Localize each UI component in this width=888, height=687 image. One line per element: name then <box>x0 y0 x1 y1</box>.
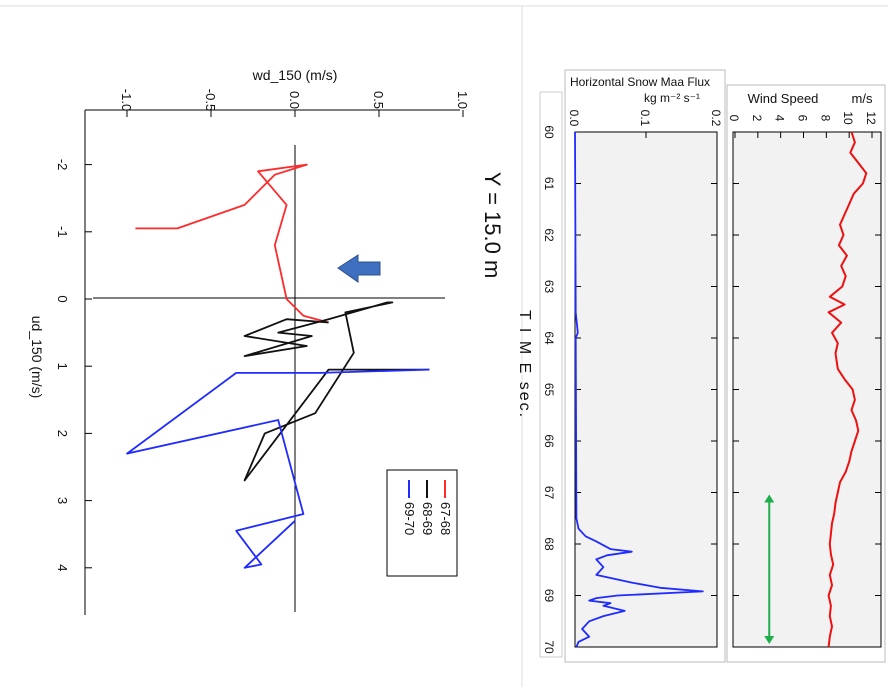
hodograph-series-67-68 <box>135 163 329 324</box>
time-tick-label: 60 <box>542 125 556 139</box>
time-tick-label: 61 <box>542 177 556 191</box>
time-tick-label: 70 <box>542 640 556 654</box>
hodograph-x-tick-label: 4 <box>55 564 70 571</box>
hodograph-x-tick-label: 2 <box>55 430 70 437</box>
green-arrowhead-bottom-icon <box>764 636 775 644</box>
snow-flux-y-tick-label: 0.0 <box>567 110 581 127</box>
hodograph-y-tick-label: -0.5 <box>203 89 218 111</box>
wind-speed-y-tick-label: 8 <box>818 115 832 122</box>
snow-flux-y-tick-label: 0.2 <box>709 110 723 127</box>
wind-speed-title: Wind Speed <box>748 91 819 106</box>
wind-speed-y-ticks: 0 2 4 6 8 10 12 <box>727 111 878 138</box>
wind-speed-chart: Wind Speed m/s 0 2 4 6 8 10 12 <box>726 84 886 663</box>
time-tick-label: 63 <box>542 280 556 294</box>
hodograph-y-ticks: -1.0 -0.5 0.0 0.5 1.0 <box>119 89 470 117</box>
hodograph-x-tick-label: 0 <box>55 295 70 302</box>
legend-entry-69-70: 69-70 <box>402 502 417 535</box>
green-range-arrow <box>764 494 775 644</box>
hodograph-chart: -2 -1 0 1 2 3 4 -1.0 -0.5 0.0 0.5 1.0 ud_150 (m/s)… <box>29 67 505 615</box>
wind-speed-y-tick-label: 0 <box>727 115 741 122</box>
hodograph-x-ticks: -2 -1 0 1 2 3 4 <box>55 159 92 571</box>
snow-flux-y-tick-label: 0.1 <box>638 110 652 127</box>
hodograph-x-tick-label: -1 <box>55 226 70 238</box>
hodograph-grid <box>84 109 460 615</box>
hodograph-x-tick-label: 1 <box>55 363 70 370</box>
snow-flux-series-line <box>574 131 704 648</box>
wind-speed-series <box>827 131 868 648</box>
wind-speed-series-line <box>827 131 868 648</box>
annotation-arrow-icon <box>337 254 381 283</box>
hodograph-ylabel: wd_150 (m/s) <box>252 67 338 83</box>
hodograph-y-tick-label: 0.0 <box>287 91 302 109</box>
time-tick-label: 68 <box>542 537 556 551</box>
wind-speed-x-ticks <box>733 131 881 648</box>
time-axis: 60 61 62 63 64 65 66 67 68 69 70 T I M E sec. <box>516 91 563 658</box>
snow-flux-units: kg m⁻² s⁻¹ <box>644 91 700 105</box>
wind-speed-y-tick-label: 6 <box>796 115 810 122</box>
time-tick-label: 65 <box>542 383 556 397</box>
wind-speed-y-tick-label: 10 <box>841 111 855 125</box>
wind-speed-y-tick-label: 2 <box>750 115 764 122</box>
hodograph-title: Y = 15.0 m <box>480 172 505 279</box>
time-axis-label: T I M E sec. <box>516 310 533 419</box>
wind-speed-plot-area <box>732 131 882 648</box>
time-tick-label: 64 <box>542 331 556 345</box>
snow-flux-chart: Horizontal Snow Maa Flux kg m⁻² s⁻¹ 0.0 0… <box>564 69 726 663</box>
hodograph-series-69-70 <box>126 368 430 569</box>
green-arrowhead-top-icon <box>764 494 775 503</box>
hodograph-series <box>126 163 430 569</box>
legend-entry-68-69: 68-69 <box>420 502 435 535</box>
time-tick-label: 62 <box>542 228 556 242</box>
time-tick-label: 69 <box>542 589 556 603</box>
snow-flux-y-ticks: 0.0 0.1 0.2 <box>567 110 723 138</box>
hodograph-x-tick-label: -2 <box>55 159 70 171</box>
legend-entry-67-68: 67-68 <box>438 502 453 535</box>
hodograph-y-tick-label: -1.0 <box>119 89 134 111</box>
time-tick-label: 66 <box>542 434 556 448</box>
time-tick-labels: 60 61 62 63 64 65 66 67 68 69 70 <box>542 125 556 654</box>
hodograph-xlabel: ud_150 (m/s) <box>29 316 45 398</box>
snow-flux-plot-area <box>574 131 718 648</box>
wind-speed-y-tick-label: 4 <box>773 115 787 122</box>
hodograph-y-tick-label: 1.0 <box>455 91 470 109</box>
hodograph-series-68-69 <box>243 301 430 482</box>
hodograph-y-tick-label: 0.5 <box>371 91 386 109</box>
wind-speed-units: m/s <box>852 91 873 106</box>
time-tick-label: 67 <box>542 486 556 500</box>
hodograph-x-tick-label: 3 <box>55 497 70 504</box>
hodograph-legend: 67-68 68-69 69-70 <box>386 469 458 577</box>
snow-flux-title: Horizontal Snow Maa Flux <box>570 75 710 89</box>
snow-flux-series <box>574 131 704 648</box>
wind-speed-y-tick-label: 12 <box>864 111 878 125</box>
time-axis-box <box>539 91 563 658</box>
